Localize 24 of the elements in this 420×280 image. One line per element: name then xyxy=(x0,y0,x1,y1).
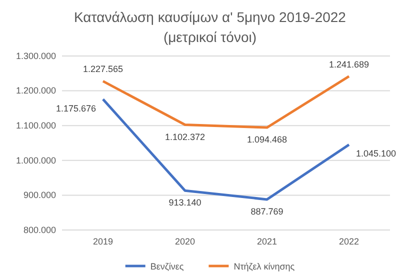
y-tick-label: 900.000 xyxy=(23,190,56,200)
y-tick-label: 1.100.000 xyxy=(16,120,56,130)
x-tick-label: 2019 xyxy=(92,236,114,246)
line-series xyxy=(102,98,350,201)
y-tick-label: 1.000.000 xyxy=(16,155,56,166)
x-tick-label: 2020 xyxy=(174,236,196,246)
x-tick-label: 2022 xyxy=(338,236,360,246)
data-label: 1.241.689 xyxy=(328,59,370,70)
data-label: 1.102.372 xyxy=(164,132,206,142)
legend-label: Βενζίνες xyxy=(150,262,184,272)
data-label: 887.769 xyxy=(250,206,284,216)
chart-title: Κατανάλωση καυσίμων α' 5μηνο 2019-2022 xyxy=(74,9,346,25)
legend-label: Ντήζελ κίνησης xyxy=(234,262,296,272)
data-label: 1.045.100 xyxy=(356,148,396,159)
data-label: 1.175.676 xyxy=(56,103,96,114)
data-label: 1.094.468 xyxy=(246,134,288,145)
chart-subtitle: (μετρικοί τόνοι) xyxy=(163,29,257,45)
y-tick-label: 1.200.000 xyxy=(16,86,56,96)
y-tick-label: 1.300.000 xyxy=(16,50,56,61)
y-tick-label: 800.000 xyxy=(23,224,56,235)
line-series xyxy=(102,75,350,129)
data-label: 1.227.565 xyxy=(82,64,124,74)
x-tick-label: 2021 xyxy=(256,236,278,246)
data-label: 913.140 xyxy=(168,198,202,208)
